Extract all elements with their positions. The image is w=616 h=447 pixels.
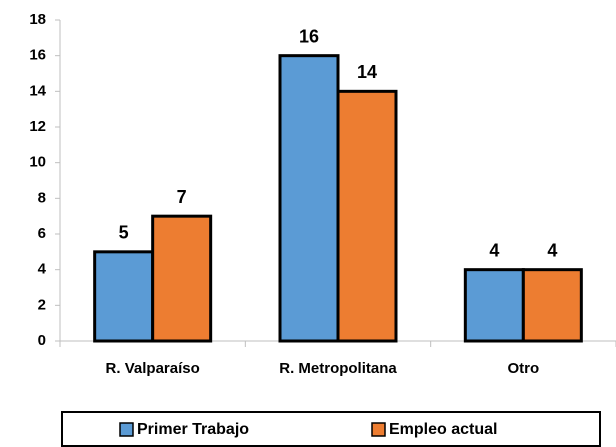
y-tick-label: 16 <box>29 47 46 64</box>
x-tick-label: Otro <box>507 360 539 377</box>
x-tick-label: R. Metropolitana <box>279 360 397 377</box>
data-label: 5 <box>119 223 129 243</box>
data-label: 7 <box>177 187 187 207</box>
y-tick-label: 2 <box>38 296 46 313</box>
legend-swatch <box>371 422 386 437</box>
y-tick-label: 10 <box>29 154 46 171</box>
y-tick-label: 6 <box>38 225 46 242</box>
data-label: 16 <box>299 26 319 46</box>
bar <box>151 214 213 343</box>
y-tick-label: 0 <box>38 332 46 349</box>
bar <box>463 268 525 343</box>
y-tick-label: 8 <box>38 189 46 206</box>
legend-swatch <box>119 422 134 437</box>
y-tick-label: 18 <box>29 11 46 28</box>
data-label: 4 <box>489 240 499 260</box>
legend-label: Primer Trabajo <box>137 421 249 438</box>
bar <box>93 250 155 343</box>
bar <box>278 54 340 343</box>
data-label: 14 <box>357 62 377 82</box>
y-tick-label: 4 <box>38 261 47 278</box>
data-label: 4 <box>547 240 557 260</box>
x-tick-label: R. Valparaíso <box>106 360 200 377</box>
legend-label: Empleo actual <box>389 421 497 438</box>
bar <box>336 89 398 343</box>
y-tick-label: 12 <box>29 118 46 135</box>
y-tick-label: 14 <box>29 82 46 99</box>
legend-box <box>61 411 601 447</box>
bar <box>521 268 583 343</box>
